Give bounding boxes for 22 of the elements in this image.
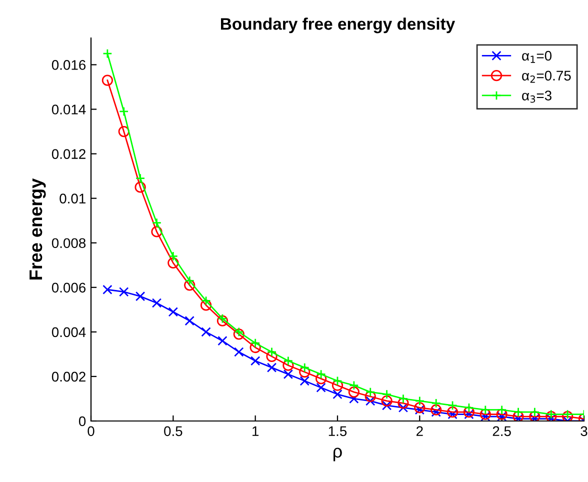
legend-label: α$_{2}$=0.75: [522, 70, 571, 83]
y-tick-label: 0.006: [52, 282, 86, 293]
y-tick-label: 0: [78, 416, 86, 426]
y-tick-label: 0.014: [52, 104, 86, 114]
y-tick-label: 0.012: [52, 149, 86, 159]
y-tick-label: 0.008: [52, 238, 86, 248]
chart-title: Boundary free energy density: [220, 18, 456, 34]
x-tick-label: 1: [252, 426, 259, 436]
y-tick-label: 0.004: [52, 327, 86, 338]
legend-label: α$_{1}$=0: [522, 50, 552, 63]
x-tick-label: 2: [416, 426, 423, 436]
y-tick-label: 0.002: [52, 372, 86, 382]
x-tick-label: 1.5: [328, 426, 347, 436]
y-tick-label: 0.016: [52, 60, 86, 70]
x-tick-label: 0.5: [164, 426, 182, 436]
y-tick-label: 0.01: [60, 194, 86, 204]
x-tick-label: 3: [580, 426, 588, 436]
legend-label: α$_{3}$=3: [522, 90, 552, 103]
x-tick-label: 0: [88, 426, 94, 436]
y-axis-title: Free energy: [30, 178, 46, 280]
x-axis-title: ρ: [334, 448, 342, 462]
x-tick-label: 2.5: [492, 426, 511, 436]
